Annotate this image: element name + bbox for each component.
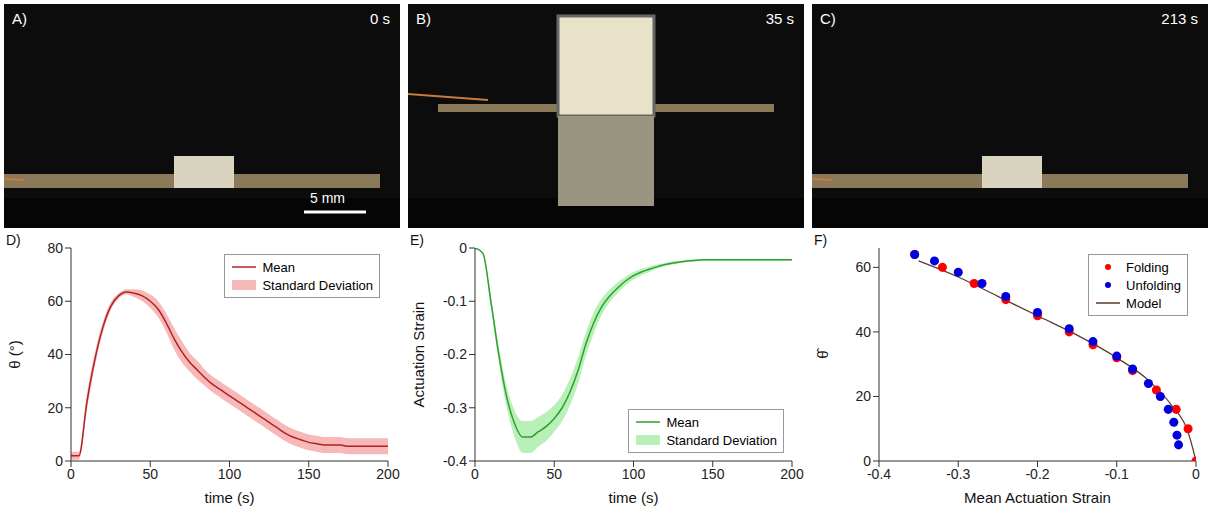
html-text:Standard Deviation: Standard Deviation [666, 432, 777, 448]
svg-text:50: 50 [546, 466, 562, 482]
svg-text:100: 100 [218, 466, 242, 482]
html-text:B): B) [416, 10, 431, 27]
svg-text:200: 200 [780, 466, 804, 482]
svg-text:-0.1: -0.1 [1105, 466, 1129, 482]
html-text:A): A) [12, 10, 27, 27]
html-text:35 s: 35 s [765, 10, 794, 27]
html-text:E): E) [410, 232, 424, 248]
svg-text:0: 0 [863, 453, 871, 469]
svg-text:60: 60 [47, 293, 63, 309]
svg-text:θ̂: θ̂ [814, 347, 831, 358]
svg-text:50: 50 [142, 466, 158, 482]
html-text:Standard Deviation: Standard Deviation [262, 277, 373, 293]
svg-text:-0.2: -0.2 [443, 346, 467, 362]
html-text:D): D) [6, 232, 21, 248]
svg-text:40: 40 [855, 324, 871, 340]
svg-text:40: 40 [47, 346, 63, 362]
svg-text:100: 100 [622, 466, 646, 482]
svg-text:Actuation Strain: Actuation Strain [410, 302, 427, 408]
html-text:213 s: 213 s [1161, 10, 1198, 27]
html-text:C): C) [820, 10, 836, 27]
html-text:Mean: Mean [262, 259, 295, 275]
svg-text:0: 0 [67, 466, 75, 482]
svg-text:-0.3: -0.3 [443, 400, 467, 416]
svg-text:150: 150 [297, 466, 321, 482]
html-text:0 s: 0 s [370, 10, 390, 27]
svg-text:0: 0 [55, 453, 63, 469]
html-text:F): F) [814, 232, 828, 248]
svg-text:0: 0 [459, 240, 467, 256]
svg-text:-0.3: -0.3 [946, 466, 970, 482]
html-text:Model: Model [1126, 295, 1162, 311]
svg-text:150: 150 [701, 466, 725, 482]
svg-text:Mean Actuation Strain: Mean Actuation Strain [964, 489, 1111, 506]
svg-text:-0.4: -0.4 [866, 465, 892, 482]
svg-text:θ (°): θ (°) [6, 340, 23, 369]
svg-text:0: 0 [1192, 466, 1200, 482]
html-text:Mean: Mean [666, 414, 699, 430]
svg-text:-0.1: -0.1 [443, 293, 467, 309]
svg-text:-0.4: -0.4 [443, 453, 467, 469]
svg-text:0: 0 [471, 466, 479, 482]
html-text:5 mm: 5 mm [310, 190, 345, 206]
svg-text:-0.2: -0.2 [1025, 466, 1049, 482]
svg-text:20: 20 [47, 400, 63, 416]
svg-text:80: 80 [47, 240, 63, 256]
svg-text:time (s): time (s) [205, 489, 255, 506]
svg-text:time (s): time (s) [609, 489, 659, 506]
svg-text:200: 200 [376, 466, 400, 482]
html-text:Folding: Folding [1126, 259, 1169, 275]
svg-text:60: 60 [855, 259, 871, 275]
html-text:Unfolding: Unfolding [1126, 277, 1181, 293]
svg-text:20: 20 [855, 388, 871, 404]
